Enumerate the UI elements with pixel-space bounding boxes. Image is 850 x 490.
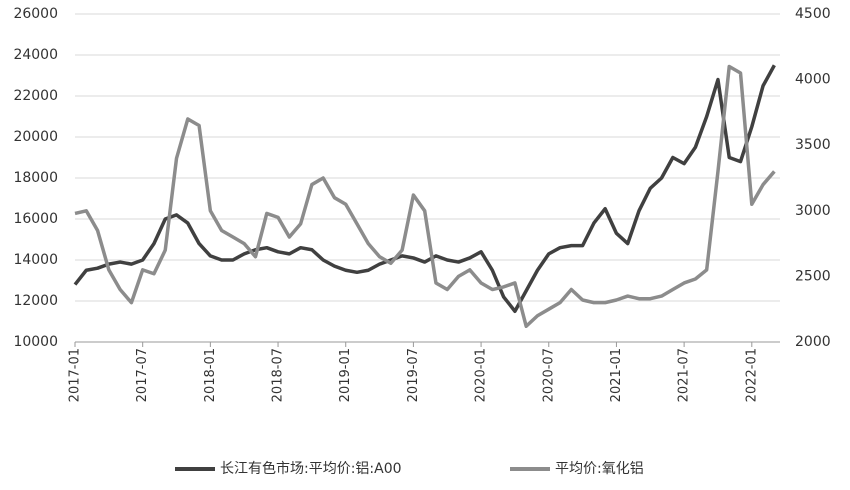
legend-label: 平均价:氧化铝 <box>555 461 644 477</box>
y-tick-label: 22000 <box>13 88 58 104</box>
x-tick-label: 2020-01 <box>474 348 489 402</box>
x-tick-label: 2021-07 <box>677 348 692 402</box>
y-tick-label: 16000 <box>13 211 58 227</box>
y-tick-label: 12000 <box>13 293 58 309</box>
y-tick-label: 14000 <box>13 252 58 268</box>
x-tick-label: 2018-07 <box>271 348 286 402</box>
x-tick-label: 2020-07 <box>541 348 556 402</box>
y-tick-label: 26000 <box>13 6 58 22</box>
y2-tick-label: 4000 <box>795 72 831 88</box>
x-tick-label: 2017-01 <box>68 348 83 402</box>
series-line <box>73 64 776 313</box>
y2-tick-label: 4500 <box>795 6 831 22</box>
x-tick-label: 2018-01 <box>203 348 218 402</box>
y-tick-label: 10000 <box>13 334 58 350</box>
y2-tick-label: 2000 <box>795 334 831 350</box>
y2-tick-label: 2500 <box>795 268 831 284</box>
series-line <box>74 64 776 329</box>
legend-label: 长江有色市场:平均价:铝:A00 <box>220 460 402 477</box>
x-tick-label: 2022-01 <box>744 348 759 402</box>
y-tick-label: 24000 <box>13 47 58 63</box>
y-tick-label: 18000 <box>13 170 58 186</box>
x-tick-label: 2021-01 <box>609 348 624 402</box>
y2-tick-label: 3500 <box>795 137 831 153</box>
x-tick-label: 2019-01 <box>338 348 353 402</box>
y-tick-label: 20000 <box>13 129 58 145</box>
x-tick-label: 2017-07 <box>135 348 150 402</box>
x-tick-label: 2019-07 <box>406 348 421 402</box>
y2-tick-label: 3000 <box>795 203 831 219</box>
